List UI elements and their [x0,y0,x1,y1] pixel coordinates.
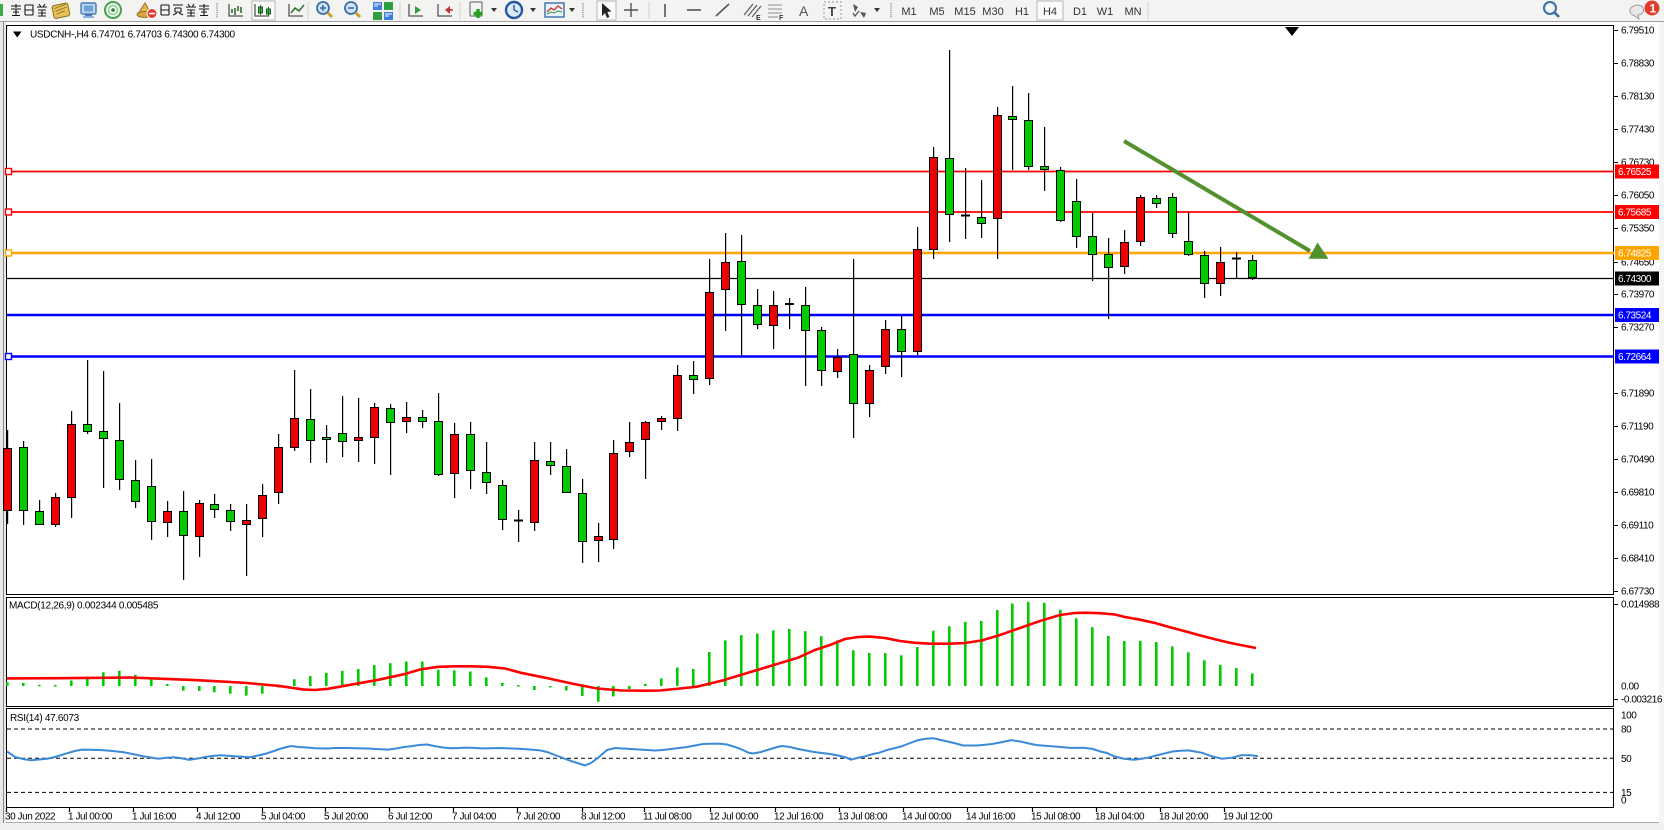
svg-text:6.72664: 6.72664 [1618,352,1652,363]
svg-text:6.74300: 6.74300 [1618,274,1652,285]
svg-text:6.78830: 6.78830 [1621,59,1655,70]
svg-text:14 Jul 00:00: 14 Jul 00:00 [902,812,952,823]
svg-text:80: 80 [1621,725,1632,736]
svg-text:15: 15 [1621,788,1632,799]
svg-text:6 Jul 12:00: 6 Jul 12:00 [388,812,433,823]
svg-text:RSI(14) 47.6073: RSI(14) 47.6073 [10,713,80,724]
svg-text:8 Jul 12:00: 8 Jul 12:00 [581,812,626,823]
svg-text:M5: M5 [929,6,944,18]
svg-text:0: 0 [1621,796,1627,807]
svg-text:-0.003216: -0.003216 [1621,695,1663,706]
svg-text:13 Jul 08:00: 13 Jul 08:00 [838,812,888,823]
svg-text:A: A [799,3,809,19]
svg-text:4 Jul 12:00: 4 Jul 12:00 [196,812,241,823]
svg-text:M15: M15 [954,6,975,18]
svg-text:6.69110: 6.69110 [1621,521,1654,532]
svg-text:H1: H1 [1015,6,1029,18]
svg-text:0.00: 0.00 [1621,682,1640,693]
svg-text:6.67730: 6.67730 [1621,587,1655,598]
svg-text:6.78130: 6.78130 [1621,92,1655,103]
svg-text:6.73524: 6.73524 [1618,311,1652,322]
svg-text:30 Jun 2022: 30 Jun 2022 [5,812,56,823]
svg-text:1 Jul 16:00: 1 Jul 16:00 [132,812,177,823]
svg-text:7 Jul 20:00: 7 Jul 20:00 [516,812,561,823]
svg-text:5 Jul 04:00: 5 Jul 04:00 [261,812,306,823]
svg-text:6.76525: 6.76525 [1618,167,1652,178]
svg-text:6.68410: 6.68410 [1621,554,1655,565]
svg-text:0.014988: 0.014988 [1621,600,1660,611]
svg-text:6.71890: 6.71890 [1621,389,1655,400]
svg-text:5 Jul 20:00: 5 Jul 20:00 [324,812,369,823]
svg-text:7 Jul 04:00: 7 Jul 04:00 [452,812,497,823]
svg-text:18 Jul 04:00: 18 Jul 04:00 [1095,812,1145,823]
svg-text:1: 1 [1650,2,1657,16]
svg-text:6.73970: 6.73970 [1621,290,1655,301]
svg-text:11 Jul 08:00: 11 Jul 08:00 [643,812,692,823]
svg-text:6.69810: 6.69810 [1621,488,1655,499]
svg-text:W1: W1 [1097,6,1114,18]
svg-text:6.73270: 6.73270 [1621,323,1655,334]
svg-text:12 Jul 00:00: 12 Jul 00:00 [709,812,759,823]
svg-text:6.74825: 6.74825 [1618,249,1652,260]
svg-text:6.75350: 6.75350 [1621,224,1655,235]
svg-text:19 Jul 12:00: 19 Jul 12:00 [1223,812,1273,823]
svg-text:50: 50 [1621,754,1632,765]
svg-text:18 Jul 20:00: 18 Jul 20:00 [1159,812,1209,823]
svg-text:M30: M30 [982,6,1003,18]
svg-text:6.79510: 6.79510 [1621,26,1655,37]
svg-text:6.75685: 6.75685 [1618,208,1652,219]
svg-text:6.76730: 6.76730 [1621,158,1655,169]
svg-text:12 Jul 16:00: 12 Jul 16:00 [774,812,824,823]
svg-text:100: 100 [1621,711,1637,722]
svg-text:F: F [779,15,784,21]
svg-text:MN: MN [1124,6,1141,18]
svg-text:MACD(12,26,9) 0.002344 0.00548: MACD(12,26,9) 0.002344 0.005485 [9,601,159,612]
svg-text:6.71190: 6.71190 [1621,422,1654,433]
svg-text:M1: M1 [901,6,916,18]
svg-text:6.74650: 6.74650 [1621,258,1655,269]
svg-text:15 Jul 08:00: 15 Jul 08:00 [1031,812,1081,823]
svg-text:D1: D1 [1073,6,1087,18]
svg-text:1 Jul 00:00: 1 Jul 00:00 [68,812,113,823]
svg-text:H4: H4 [1043,6,1057,18]
svg-text:6.76050: 6.76050 [1621,191,1655,202]
svg-text:6.70490: 6.70490 [1621,455,1655,466]
svg-text:E: E [756,15,761,21]
svg-text:6.77430: 6.77430 [1621,125,1655,136]
svg-text:USDCNH-,H4 6.74701 6.74703 6.: USDCNH-,H4 6.74701 6.74703 6.74300 6.743… [30,30,236,41]
svg-text:T: T [828,4,836,19]
svg-text:14 Jul 16:00: 14 Jul 16:00 [966,812,1016,823]
